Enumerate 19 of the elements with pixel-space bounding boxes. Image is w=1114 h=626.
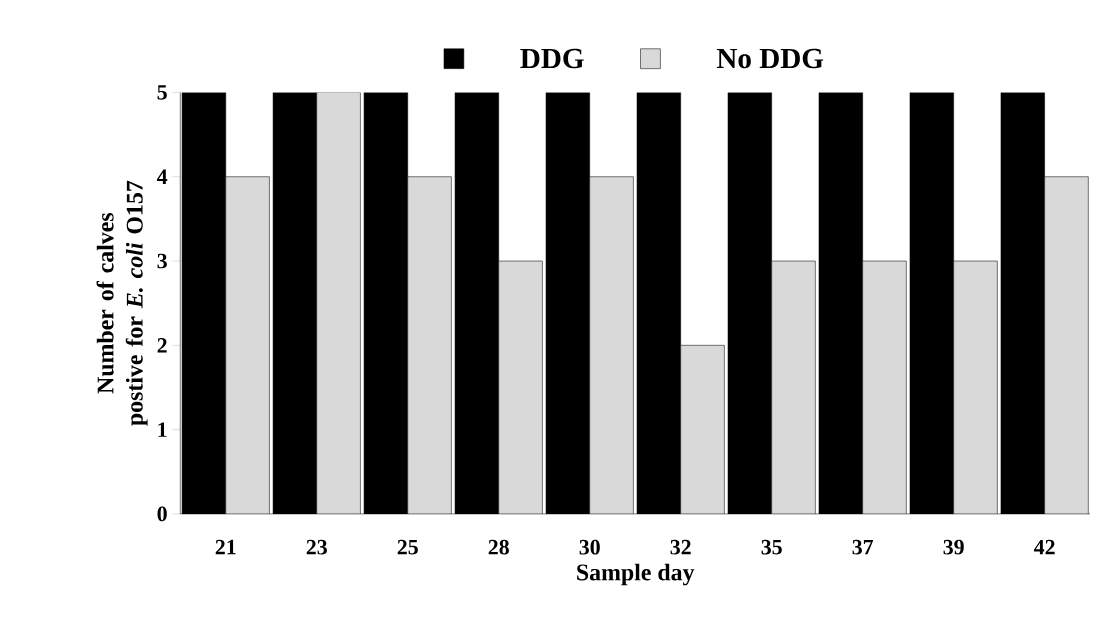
y-tick-label: 4 — [156, 169, 168, 184]
y-tick-label: 3 — [157, 253, 167, 269]
x-axis-title: Sample day — [577, 563, 695, 586]
y-tick-label: 0 — [157, 506, 167, 522]
legend-label: DDG — [520, 48, 584, 69]
x-tick-label: 23 — [306, 539, 327, 555]
x-tick-label: 30 — [579, 539, 600, 555]
y-tick-label: 5 — [157, 85, 167, 100]
y-tick-label: 1 — [158, 422, 167, 437]
y-tick-label: 2 — [157, 337, 167, 353]
x-tick-label: 39 — [943, 539, 964, 555]
x-tick-label: 32 — [670, 539, 691, 555]
x-tick-label: 42 — [1034, 539, 1055, 555]
x-tick-label: 37 — [852, 539, 874, 555]
x-tick-label: 21 — [215, 539, 236, 555]
legend-label: No DDG — [716, 48, 824, 69]
x-tick-label: 35 — [761, 539, 782, 555]
x-tick-label: 28 — [488, 539, 509, 555]
x-tick-label: 25 — [397, 539, 418, 555]
